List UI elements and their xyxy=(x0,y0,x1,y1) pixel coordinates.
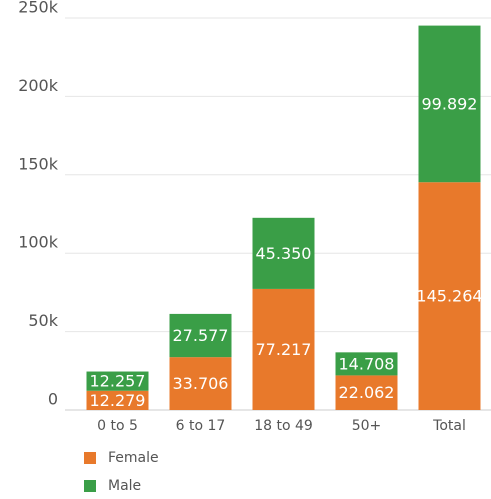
legend-swatch xyxy=(84,480,96,492)
bar-segment xyxy=(86,371,149,391)
bar-segment xyxy=(418,182,481,410)
y-tick-label: 50k xyxy=(28,311,58,330)
y-tick-label: 200k xyxy=(18,76,59,95)
y-tick-label: 250k xyxy=(18,0,59,17)
value-label: 12.279 xyxy=(90,391,146,410)
x-tick-label: Total xyxy=(432,418,466,434)
value-label: 27.577 xyxy=(173,326,229,345)
x-tick-label: 18 to 49 xyxy=(254,418,313,434)
x-tick-label: 0 to 5 xyxy=(97,418,138,434)
value-label: 99.892 xyxy=(422,94,478,113)
legend-label: Female xyxy=(108,450,159,466)
value-label: 12.257 xyxy=(90,372,146,391)
bar-segment xyxy=(169,313,232,358)
value-label: 33.706 xyxy=(173,374,229,393)
value-label: 45.350 xyxy=(256,244,312,263)
y-tick-label: 150k xyxy=(18,154,59,173)
value-label: 22.062 xyxy=(339,383,395,402)
bar-segment xyxy=(252,217,315,289)
bar-segment xyxy=(335,375,398,410)
x-tick-label: 50+ xyxy=(352,418,382,434)
legend-swatch xyxy=(84,452,96,464)
bar-segment xyxy=(86,390,149,410)
legend-label: Male xyxy=(108,478,141,494)
bar-segment xyxy=(335,352,398,376)
value-label: 14.708 xyxy=(339,354,395,373)
value-label: 145.264 xyxy=(416,287,482,306)
bar-segment xyxy=(169,357,232,410)
y-tick-label: 0 xyxy=(48,390,58,409)
bar-segment xyxy=(418,25,481,183)
bar-segment xyxy=(252,288,315,410)
value-label: 77.217 xyxy=(256,340,312,359)
y-tick-label: 100k xyxy=(18,233,59,252)
x-tick-label: 6 to 17 xyxy=(176,418,226,434)
